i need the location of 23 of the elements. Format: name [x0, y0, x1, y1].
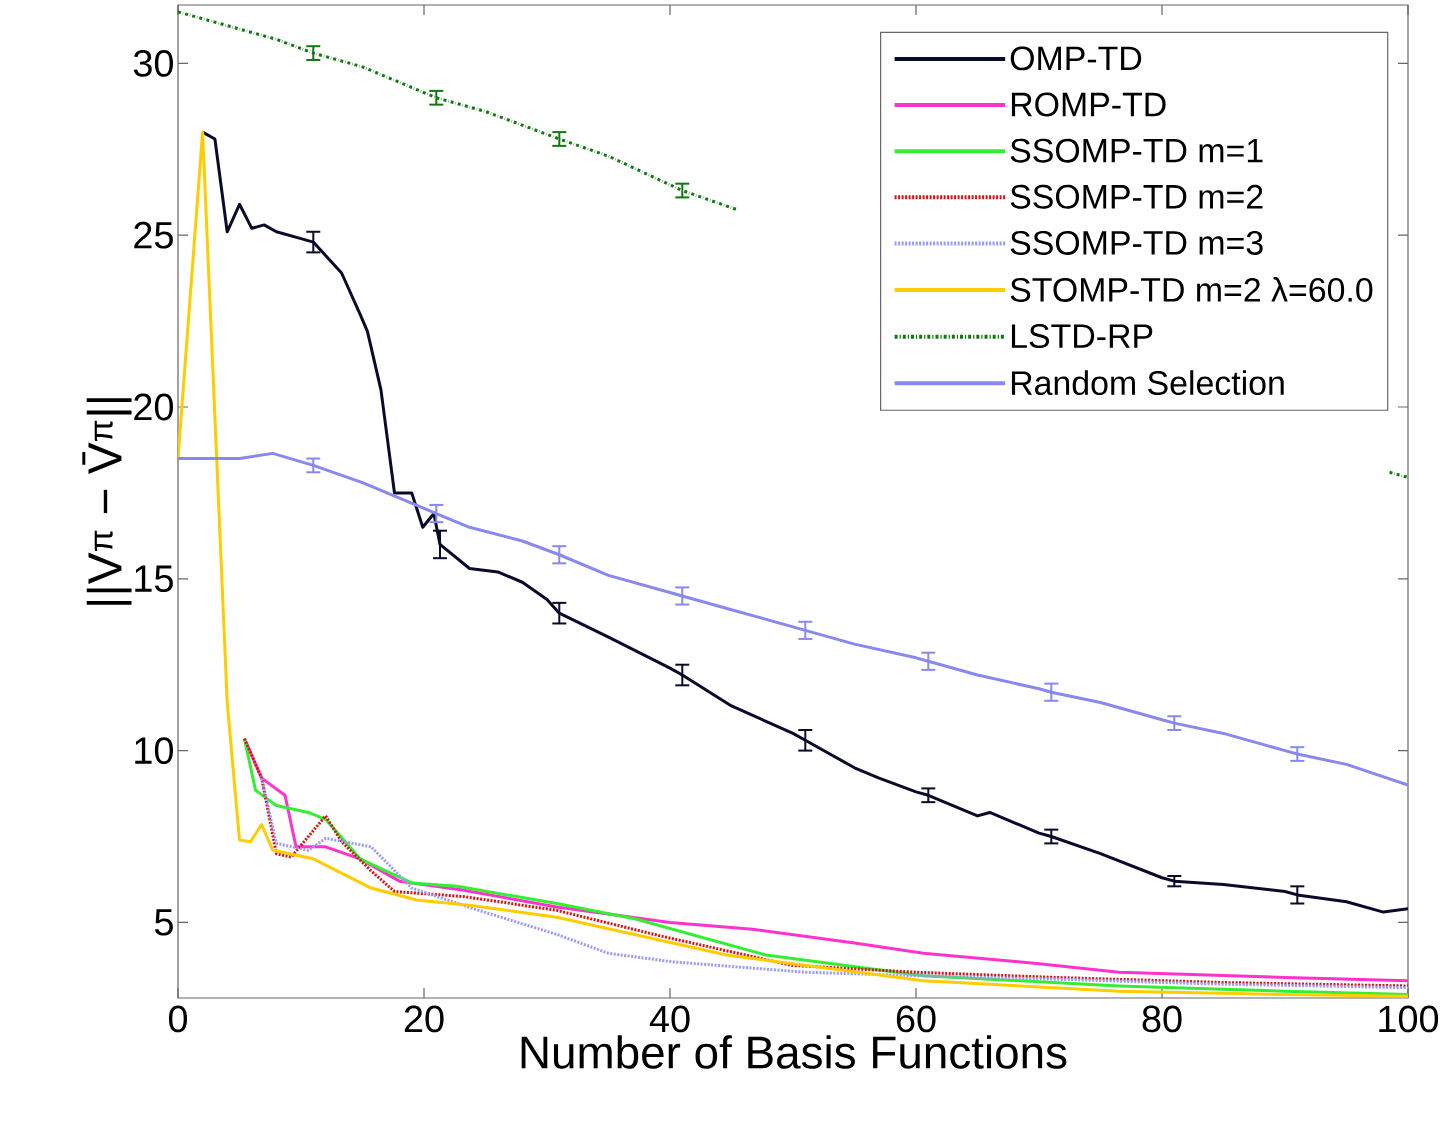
legend-label: ROMP-TD	[1011, 92, 1166, 117]
y-tick-label: 20	[134, 393, 173, 421]
y-tick-label: 15	[135, 565, 173, 593]
legend-label: OMP-TD	[1010, 46, 1142, 71]
x-tick-label: 60	[896, 1005, 936, 1033]
legend-label: LSTD-RP	[1011, 324, 1153, 349]
y-axis-title: ||V$^{π}$ − V̄$^{π}$||	[82, 398, 132, 605]
y-tick-label: 25	[134, 221, 173, 249]
x-axis-title: Number of Basis Functions	[521, 1035, 1067, 1069]
y-tick-label: 5	[154, 909, 173, 936]
y-tick-label: 30	[133, 50, 173, 77]
legend-label: SSOMP-TD m=3	[1010, 230, 1263, 255]
x-tick-label: 0	[168, 1005, 188, 1033]
x-tick-label: 80	[1142, 1005, 1182, 1033]
legend-label: Random Selection	[1011, 370, 1284, 396]
legend-label: SSOMP-TD m=1	[1010, 138, 1263, 163]
x-tick-label: 100	[1379, 1005, 1439, 1033]
legend-label: SSOMP-TD m=2	[1010, 184, 1263, 209]
legend-label: STOMP-TD m=2 λ=60.0	[1010, 277, 1373, 302]
x-tick-label: 20	[404, 1005, 444, 1033]
y-tick-label: 10	[135, 737, 173, 765]
line-series	[260, 776, 1409, 990]
x-tick-label: 40	[649, 1005, 690, 1033]
